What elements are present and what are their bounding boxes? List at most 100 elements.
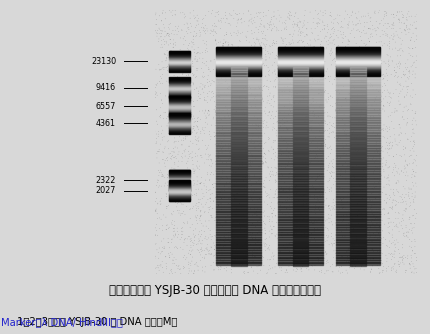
Point xyxy=(172,58,179,63)
Point xyxy=(316,189,322,194)
Point xyxy=(333,33,340,38)
Point xyxy=(308,87,315,93)
Point xyxy=(332,41,338,47)
Point xyxy=(245,160,252,166)
Point xyxy=(322,128,329,133)
Point xyxy=(169,13,176,18)
Point xyxy=(383,11,390,16)
Point xyxy=(412,111,418,116)
Point xyxy=(366,231,373,237)
Point xyxy=(186,86,193,92)
Point xyxy=(297,30,304,35)
Point xyxy=(328,19,335,25)
Point xyxy=(162,16,169,21)
Point xyxy=(288,41,295,46)
Point xyxy=(153,90,160,96)
Point xyxy=(250,268,257,274)
Point xyxy=(384,21,391,26)
Point xyxy=(316,75,323,80)
Point xyxy=(209,206,216,211)
Point xyxy=(159,80,166,86)
Point xyxy=(256,141,263,146)
Point xyxy=(253,179,260,185)
Point xyxy=(397,89,404,94)
Point xyxy=(327,151,334,156)
Point xyxy=(348,81,355,86)
Point xyxy=(392,245,399,250)
Point xyxy=(271,67,278,73)
Point xyxy=(304,244,310,250)
Point xyxy=(380,134,387,139)
Point xyxy=(372,26,378,31)
Point xyxy=(174,99,181,105)
Point xyxy=(410,30,417,36)
Point xyxy=(400,256,407,261)
Point xyxy=(263,42,270,47)
Point xyxy=(221,131,227,137)
Point xyxy=(399,212,406,218)
Point xyxy=(217,237,224,242)
Point xyxy=(328,46,335,52)
Point xyxy=(280,60,286,65)
Point xyxy=(191,169,198,174)
Point xyxy=(385,264,392,269)
Point xyxy=(347,61,354,66)
Point xyxy=(191,235,198,240)
Point xyxy=(402,192,409,197)
Point xyxy=(351,35,358,40)
Point xyxy=(237,39,243,44)
Point xyxy=(351,128,358,133)
Point xyxy=(238,20,245,25)
Point xyxy=(185,260,192,265)
Point xyxy=(164,31,171,36)
Point xyxy=(276,18,283,24)
Point xyxy=(213,157,220,162)
Point xyxy=(222,142,229,148)
Point xyxy=(218,196,224,201)
Point xyxy=(255,10,262,15)
Point xyxy=(337,82,344,88)
Point xyxy=(312,146,319,151)
Point xyxy=(371,115,378,120)
Point xyxy=(187,139,194,144)
Point xyxy=(197,180,204,186)
Point xyxy=(190,46,197,52)
Point xyxy=(245,238,252,243)
Point xyxy=(157,263,164,269)
Point xyxy=(213,96,220,101)
Point xyxy=(267,51,274,57)
Point xyxy=(190,126,197,131)
Point xyxy=(364,150,371,156)
Point xyxy=(328,240,335,246)
Point xyxy=(402,208,409,214)
Point xyxy=(212,123,218,128)
Point xyxy=(298,202,305,208)
Point xyxy=(313,178,319,183)
Point xyxy=(307,73,313,78)
Point xyxy=(175,184,182,189)
Point xyxy=(246,249,253,255)
Point xyxy=(189,126,196,132)
Point xyxy=(195,127,202,132)
Point xyxy=(242,84,249,89)
Point xyxy=(270,224,277,229)
Point xyxy=(283,241,290,247)
Point xyxy=(365,200,372,205)
Point xyxy=(351,79,358,84)
Point xyxy=(204,172,211,177)
Point xyxy=(225,51,232,56)
Point xyxy=(334,228,341,233)
Point xyxy=(206,251,213,257)
Point xyxy=(258,22,264,27)
Point xyxy=(289,219,296,224)
Point xyxy=(390,167,397,173)
Point xyxy=(329,262,336,267)
Point xyxy=(399,114,406,119)
Point xyxy=(403,169,410,175)
Point xyxy=(315,182,322,187)
Point xyxy=(203,200,209,205)
Point xyxy=(396,220,403,226)
Point xyxy=(367,84,374,89)
Point xyxy=(222,20,229,25)
Point xyxy=(314,172,321,177)
